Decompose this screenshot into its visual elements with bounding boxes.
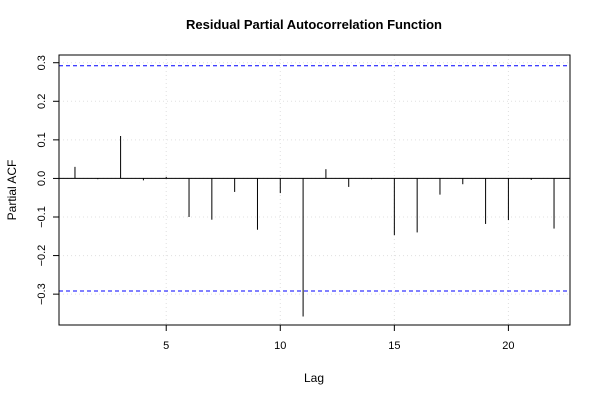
x-axis: 5 10 15 20 [163,324,515,352]
plot-frame [58,54,571,326]
x-tick-label: 20 [502,340,514,352]
y-tick-label: 0.3 [36,55,48,70]
y-tick-label: −0.3 [36,283,48,305]
x-tick-label: 5 [163,340,169,352]
y-tick-label: −0.1 [36,206,48,228]
x-tick-label: 15 [388,340,400,352]
spikes [59,136,570,317]
y-axis-label: Partial ACF [5,160,19,221]
x-tick-label: 10 [274,340,286,352]
y-axis: −0.3 −0.2 −0.1 0.0 0.1 0.2 0.3 [36,55,60,305]
grid [59,55,570,325]
y-tick-label: −0.2 [36,245,48,267]
chart-title: Residual Partial Autocorrelation Functio… [186,17,442,32]
y-tick-label: 0.2 [36,94,48,109]
y-tick-label: 0.0 [36,171,48,186]
confidence-bounds [59,65,570,292]
x-axis-label: Lag [304,371,324,385]
y-tick-label: 0.1 [36,132,48,147]
